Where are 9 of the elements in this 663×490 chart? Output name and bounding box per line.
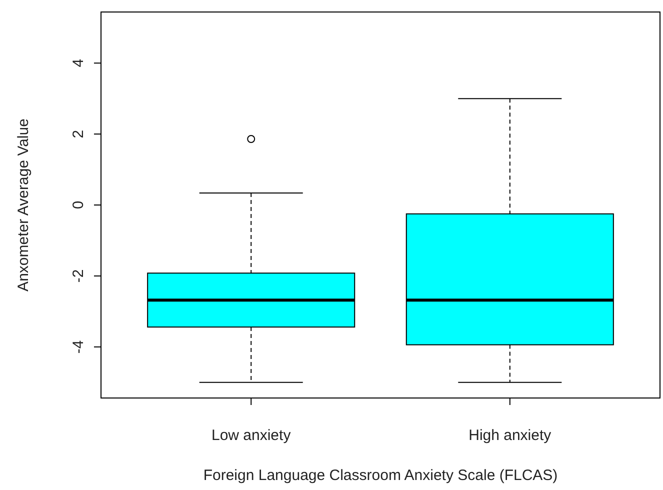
y-tick-label: -2: [70, 269, 87, 283]
y-tick-label: 4: [70, 58, 87, 68]
x-tick-label: High anxiety: [468, 427, 552, 444]
y-tick-label: 2: [70, 130, 87, 138]
y-tick-label: 0: [70, 200, 87, 210]
y-tick-label: -4: [70, 340, 87, 354]
x-axis-title: Foreign Language Classroom Anxiety Scale (FLCAS): [203, 467, 558, 484]
x-tick-label: Low anxiety: [211, 427, 292, 444]
y-axis-title: Anxometer Average Value: [15, 118, 32, 292]
